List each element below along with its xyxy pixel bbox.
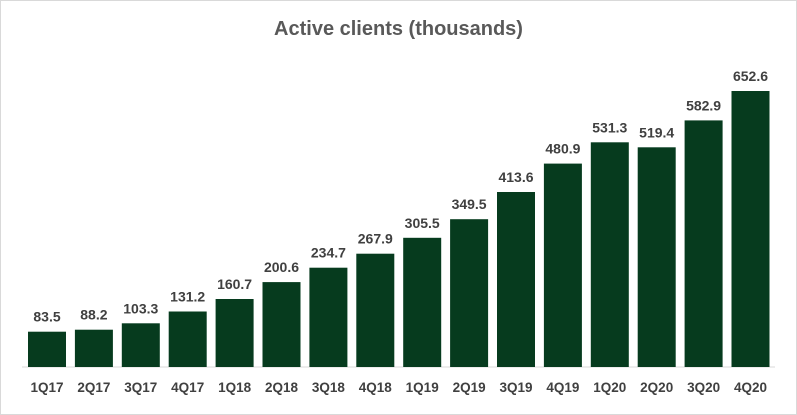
x-tick-label-3Q17: 3Q17: [124, 380, 157, 395]
bar-3Q18: [309, 267, 348, 367]
value-label-4Q17: 131.2: [170, 289, 205, 305]
value-label-2Q19: 349.5: [452, 196, 487, 212]
chart-title: Active clients (thousands): [274, 18, 523, 40]
x-tick-label-4Q19: 4Q19: [546, 380, 579, 395]
bar-3Q20: [684, 120, 723, 368]
x-tick-label-4Q20: 4Q20: [734, 380, 767, 395]
bar-4Q19: [543, 163, 582, 367]
bars-group: [28, 91, 770, 368]
x-tick-label-3Q20: 3Q20: [687, 380, 720, 395]
value-label-1Q17: 83.5: [33, 309, 60, 325]
value-label-2Q20: 519.4: [639, 124, 674, 140]
x-tick-label-1Q20: 1Q20: [593, 380, 626, 395]
value-label-1Q18: 160.7: [217, 276, 252, 292]
value-labels-group: 83.5 88.2 103.3 131.2 160.7 200.6 234.7 267.9 30…: [33, 68, 768, 325]
bar-2Q20: [637, 147, 676, 367]
x-tick-label-1Q19: 1Q19: [406, 380, 439, 395]
bar-2Q18: [262, 282, 301, 367]
x-tick-label-2Q17: 2Q17: [77, 380, 110, 395]
bar-1Q19: [403, 237, 442, 367]
bar-1Q17: [28, 331, 66, 367]
x-tick-label-1Q17: 1Q17: [30, 380, 63, 395]
value-label-3Q19: 413.6: [498, 169, 533, 185]
value-label-2Q18: 200.6: [264, 259, 299, 275]
x-tick-label-3Q19: 3Q19: [499, 380, 532, 395]
x-tick-label-2Q19: 2Q19: [453, 380, 486, 395]
bar-4Q20: [731, 91, 770, 367]
value-label-1Q19: 305.5: [405, 215, 440, 231]
tick-labels-group: 1Q17 2Q17 3Q17 4Q17 1Q18 2Q18 3Q18 4Q18 1Q19 2Q19…: [30, 380, 767, 395]
x-tick-label-2Q18: 2Q18: [265, 380, 299, 395]
value-label-4Q18: 267.9: [358, 231, 393, 247]
x-tick-label-1Q18: 1Q18: [218, 380, 252, 395]
bar-4Q18: [356, 253, 395, 367]
value-label-2Q17: 88.2: [80, 307, 107, 323]
bar-4Q17: [168, 311, 207, 367]
value-label-3Q20: 582.9: [686, 97, 721, 113]
x-tick-label-4Q18: 4Q18: [359, 380, 393, 395]
x-tick-label-3Q18: 3Q18: [312, 380, 346, 395]
value-label-1Q20: 531.3: [592, 119, 627, 135]
bar-1Q20: [590, 142, 629, 367]
bar-3Q17: [121, 323, 160, 367]
value-label-4Q20: 652.6: [733, 68, 768, 84]
x-tick-label-2Q20: 2Q20: [640, 380, 673, 395]
x-tick-label-4Q17: 4Q17: [171, 380, 204, 395]
bar-2Q17: [74, 329, 113, 367]
value-label-4Q19: 480.9: [545, 141, 580, 157]
bar-1Q18: [215, 299, 254, 367]
value-label-3Q18: 234.7: [311, 245, 346, 261]
value-label-3Q17: 103.3: [123, 300, 158, 316]
bar-2Q19: [450, 219, 489, 367]
bar-3Q19: [497, 192, 535, 367]
